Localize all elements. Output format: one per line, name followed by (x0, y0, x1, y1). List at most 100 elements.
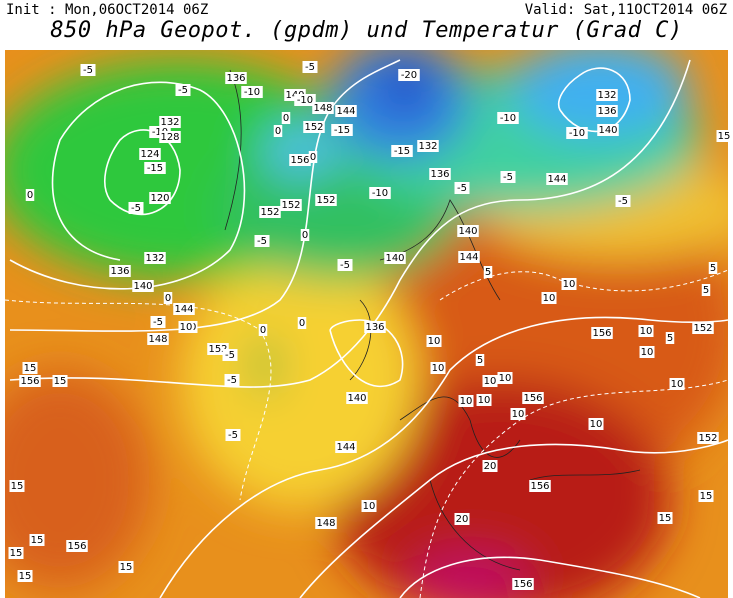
label-box (254, 235, 270, 247)
contour-label: 10 (563, 279, 576, 290)
label-box (529, 480, 551, 492)
label-box (429, 168, 451, 180)
label-box (716, 130, 732, 142)
label-box (149, 192, 171, 204)
label-box (398, 69, 420, 81)
contour-label: 140 (598, 125, 617, 136)
label-box (241, 86, 263, 98)
label-box (391, 145, 413, 157)
label-box (657, 512, 673, 524)
label-box (22, 362, 38, 374)
contour-label: 20 (456, 514, 469, 525)
contour-label: -5 (178, 85, 188, 96)
contour-label: 152 (693, 323, 712, 334)
label-box (132, 280, 154, 292)
label-box (147, 333, 169, 345)
contour-label: 132 (145, 253, 164, 264)
label-box (315, 517, 337, 529)
label-box (522, 392, 544, 404)
label-box (692, 322, 714, 334)
label-box (417, 140, 439, 152)
contour-label: 5 (477, 355, 483, 366)
contour-label: 0 (27, 190, 33, 201)
contour-label: 10 (363, 501, 376, 512)
contour-label: 15 (120, 562, 133, 573)
label-box (280, 199, 302, 211)
contour-label: 140 (458, 226, 477, 237)
contour-label: 10 (484, 376, 497, 387)
label-box (335, 441, 357, 453)
geopotential-contours (9, 59, 728, 598)
label-box (308, 151, 318, 163)
contour-label: 10 (641, 347, 654, 358)
label-box (361, 500, 377, 512)
contour-label: 132 (418, 141, 437, 152)
label-box (665, 332, 675, 344)
label-box (331, 124, 353, 136)
label-box (701, 284, 711, 296)
label-box (500, 171, 516, 183)
contour-label: -10 (372, 188, 388, 199)
contour-label: 0 (165, 293, 171, 304)
contour-label: -5 (228, 430, 238, 441)
contour-label: 152 (304, 122, 323, 133)
label-box (273, 125, 283, 137)
label-box (346, 392, 368, 404)
label-box (615, 195, 631, 207)
contour-label: -5 (227, 375, 237, 386)
contour-label: -5 (305, 62, 315, 73)
label-box (369, 187, 391, 199)
label-box (638, 325, 654, 337)
contour-label: 0 (275, 126, 281, 137)
contour-label: 156 (523, 393, 542, 404)
contour-label: 140 (133, 281, 152, 292)
contour-label: 15 (54, 376, 67, 387)
label-box (25, 189, 35, 201)
label-box (475, 354, 485, 366)
contour-label: 156 (20, 376, 39, 387)
contour-label: 0 (310, 152, 316, 163)
label-box (588, 418, 604, 430)
label-box (8, 547, 24, 559)
temperature-field (5, 50, 728, 598)
label-box (639, 346, 655, 358)
contour-label: 136 (430, 169, 449, 180)
label-box (175, 84, 191, 96)
contour-label: 156 (530, 481, 549, 492)
label-box (66, 540, 88, 552)
label-box (163, 292, 173, 304)
label-box (294, 94, 316, 106)
label-box (337, 259, 353, 271)
contour-label: 10 (478, 395, 491, 406)
label-box (315, 194, 337, 206)
label-box (29, 534, 45, 546)
label-box (454, 182, 470, 194)
contour-label: -20 (401, 70, 417, 81)
label-box (697, 432, 719, 444)
label-box (510, 408, 526, 420)
label-box (541, 292, 557, 304)
label-box (300, 229, 310, 241)
label-box (289, 154, 311, 166)
label-box (483, 266, 493, 278)
contour-label: 5 (667, 333, 673, 344)
label-box (430, 362, 446, 374)
contour-label: 0 (260, 325, 266, 336)
contour-label: 10 (432, 363, 445, 374)
contour-label: 120 (150, 193, 169, 204)
label-box (9, 480, 25, 492)
contour-label: 140 (347, 393, 366, 404)
label-box (144, 252, 166, 264)
label-box (128, 202, 144, 214)
contour-label: 152 (281, 200, 300, 211)
contour-label: 124 (140, 149, 159, 160)
label-box (118, 561, 134, 573)
label-box (384, 252, 406, 264)
contour-label: 152 (260, 207, 279, 218)
label-box (173, 303, 195, 315)
label-box (312, 102, 334, 114)
contour-label: 144 (336, 106, 355, 117)
